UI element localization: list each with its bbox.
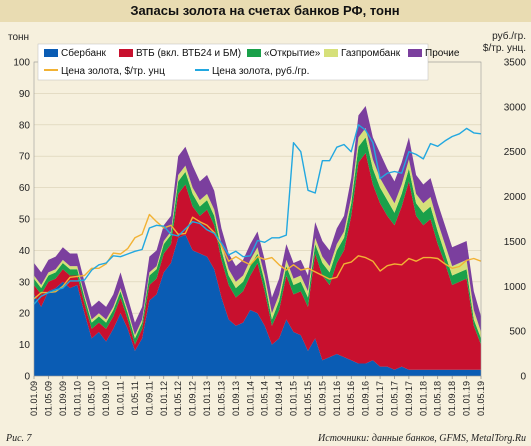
y-right-unit-line1: руб./гр. (492, 30, 526, 42)
area-series (34, 105, 481, 376)
legend-swatch-gazprom (324, 49, 338, 57)
line-series (33, 124, 482, 305)
y-left-tick-7: 70 (19, 152, 31, 163)
y-left-tick-1: 10 (19, 340, 31, 351)
legend-label-usd-line: Цена золота, $/тр. унц (61, 66, 165, 77)
y-left-unit: тонн (8, 32, 29, 43)
area-sber (34, 234, 481, 376)
x-tick-26: 01.09.17 (404, 381, 414, 416)
x-tick-13: 01.05.13 (216, 381, 226, 416)
y-left-tick-6: 60 (19, 183, 31, 194)
source-note: Источники: данные банков, GFMS, MetalTor… (317, 433, 526, 444)
x-tick-2: 01.09.09 (58, 381, 68, 416)
legend-label-other: Прочие (425, 48, 460, 59)
y-right-unit-line2: $/тр. унц. (483, 43, 526, 54)
x-tick-23: 01.09.16 (361, 381, 371, 416)
y-right-tick-0: 0 (520, 372, 526, 383)
y-right-tick-1: 500 (509, 327, 526, 338)
y-left-tick-8: 80 (19, 120, 31, 131)
legend-swatch-otkr (247, 49, 261, 57)
x-tick-11: 01.09.12 (188, 381, 198, 416)
x-tick-27: 01.01.18 (418, 381, 428, 416)
legend-label-sber: Сбербанк (61, 47, 107, 59)
x-tick-28: 01.05.18 (433, 381, 443, 416)
x-tick-22: 01.05.16 (346, 381, 356, 416)
y-left-tick-9: 90 (19, 89, 31, 100)
x-tick-21: 01.01.16 (332, 381, 342, 416)
y-left-tick-0: 0 (24, 372, 30, 383)
y-left-tick-2: 20 (19, 309, 31, 320)
x-tick-19: 01.05.15 (303, 381, 313, 416)
y-left-tick-4: 40 (19, 246, 31, 257)
x-tick-9: 01.01.12 (159, 381, 169, 416)
y-left-tick-10: 100 (13, 58, 30, 69)
x-tick-7: 01.05.11 (130, 381, 140, 415)
x-tick-0: 01.01.09 (29, 381, 39, 416)
x-tick-24: 01.01.17 (375, 381, 385, 416)
y-left-axis: 0 10 20 30 40 50 60 70 80 90 100 (13, 58, 30, 383)
x-tick-15: 01.01.14 (245, 381, 255, 416)
line-rub (33, 124, 482, 305)
area-vtb (34, 153, 481, 370)
legend-swatch-other (408, 49, 422, 57)
y-left-tick-5: 50 (19, 215, 31, 226)
legend-label-gazprom: Газпромбанк (341, 47, 401, 59)
figure-label: Рис. 7 (5, 433, 33, 444)
x-tick-12: 01.01.13 (202, 381, 212, 416)
x-tick-8: 01.09.11 (144, 381, 154, 415)
legend-swatch-vtb (119, 49, 133, 57)
chart-title: Запасы золота на счетах банков РФ, тонн (130, 3, 399, 18)
x-tick-1: 01.05.09 (43, 381, 53, 416)
x-tick-4: 01.05.10 (87, 381, 97, 416)
legend-swatch-sber (44, 49, 58, 57)
legend-label-otkr: «Открытие» (264, 48, 321, 59)
legend-label-vtb: ВТБ (вкл. ВТБ24 и БМ) (136, 48, 241, 59)
y-right-tick-5: 2500 (504, 147, 527, 158)
x-tick-5: 01.09.10 (101, 381, 111, 416)
title-band (0, 0, 531, 22)
x-tick-20: 01.09.15 (317, 381, 327, 416)
y-right-tick-4: 2000 (504, 192, 527, 203)
legend-label-rub-line: Цена золота, руб./гр. (212, 65, 309, 77)
y-right-tick-2: 1000 (504, 282, 527, 293)
x-tick-10: 01.05.12 (173, 381, 183, 416)
x-tick-17: 01.09.14 (274, 381, 284, 416)
x-tick-29: 01.09.18 (447, 381, 457, 416)
x-tick-3: 01.01.10 (72, 381, 82, 416)
x-tick-31: 01.05.19 (476, 381, 486, 416)
legend-box (37, 43, 429, 81)
x-tick-18: 01.01.15 (289, 381, 299, 416)
x-tick-30: 01.01.19 (462, 381, 472, 416)
x-tick-25: 01.05.17 (389, 381, 399, 416)
y-right-tick-6: 3000 (504, 102, 527, 113)
legend: Сбербанк ВТБ (вкл. ВТБ24 и БМ) «Открытие… (37, 43, 460, 81)
y-right-tick-7: 3500 (504, 58, 527, 69)
y-left-tick-3: 30 (19, 277, 31, 288)
y-right-tick-3: 1500 (504, 237, 527, 248)
x-tick-6: 01.01.11 (116, 381, 126, 415)
x-tick-16: 01.05.14 (260, 381, 270, 416)
y-right-axis: 0 500 1000 1500 2000 2500 3000 3500 (504, 58, 527, 383)
x-tick-14: 01.09.13 (231, 381, 241, 416)
x-axis: 01.01.09 01.05.09 01.09.09 01.01.10 01.05.10… (29, 376, 486, 416)
